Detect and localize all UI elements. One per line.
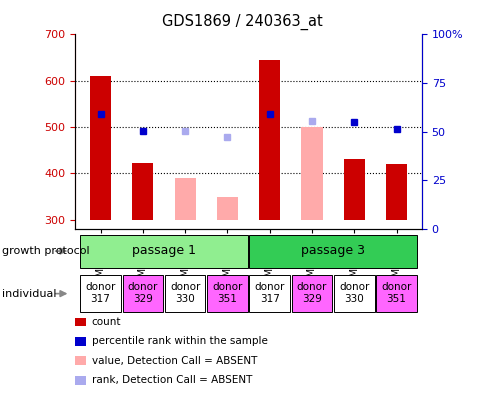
Bar xyxy=(343,160,364,220)
Text: donor
317: donor 317 xyxy=(254,282,284,304)
Bar xyxy=(80,275,121,312)
Text: donor
329: donor 329 xyxy=(296,282,327,304)
Bar xyxy=(333,275,374,312)
Bar xyxy=(291,275,332,312)
Bar xyxy=(207,275,247,312)
Bar xyxy=(376,275,416,312)
Text: donor
351: donor 351 xyxy=(212,282,242,304)
Bar xyxy=(249,234,416,267)
Text: donor
329: donor 329 xyxy=(127,282,158,304)
Text: donor
351: donor 351 xyxy=(380,282,411,304)
Text: individual: individual xyxy=(2,289,57,298)
Text: percentile rank within the sample: percentile rank within the sample xyxy=(91,337,267,346)
Text: donor
317: donor 317 xyxy=(85,282,116,304)
Bar xyxy=(165,275,205,312)
Bar xyxy=(80,234,247,267)
Text: passage 1: passage 1 xyxy=(132,244,196,257)
Text: passage 3: passage 3 xyxy=(301,244,364,257)
Text: value, Detection Call = ABSENT: value, Detection Call = ABSENT xyxy=(91,356,257,366)
Bar xyxy=(174,178,196,220)
Bar xyxy=(249,275,289,312)
Bar xyxy=(90,76,111,220)
Bar xyxy=(258,60,280,220)
Text: rank, Detection Call = ABSENT: rank, Detection Call = ABSENT xyxy=(91,375,252,385)
Text: count: count xyxy=(91,317,121,327)
Bar xyxy=(132,163,153,220)
Text: growth protocol: growth protocol xyxy=(2,246,90,256)
Bar xyxy=(385,164,406,220)
Bar xyxy=(122,275,163,312)
Bar xyxy=(301,127,322,220)
Bar xyxy=(216,197,238,220)
Text: donor
330: donor 330 xyxy=(169,282,200,304)
Text: donor
330: donor 330 xyxy=(338,282,369,304)
Text: GDS1869 / 240363_at: GDS1869 / 240363_at xyxy=(162,14,322,30)
